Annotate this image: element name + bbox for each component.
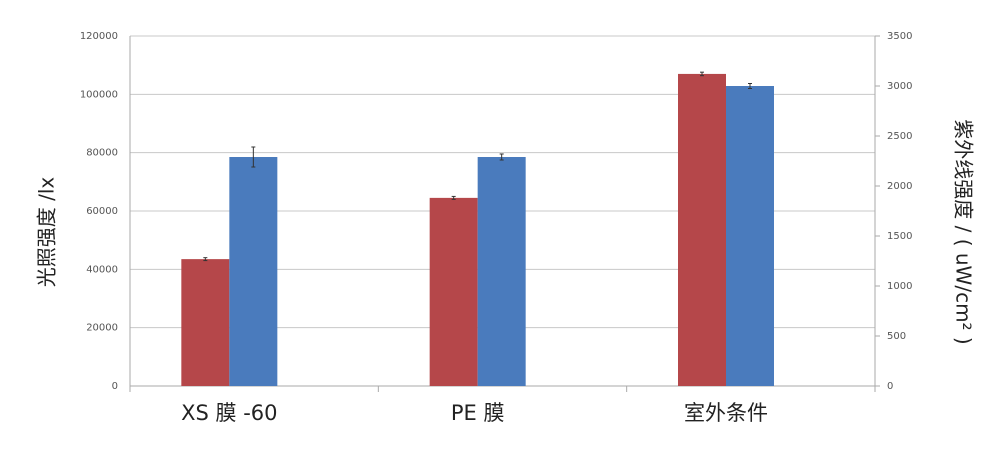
y-axis-title: 光照强度 /lx <box>35 177 59 288</box>
bar <box>429 197 478 386</box>
y-tick-label: 0 <box>112 381 118 392</box>
y-tick-label: 80000 <box>86 148 118 159</box>
y-tick-label: 40000 <box>86 264 118 275</box>
y2-tick-label: 1500 <box>887 231 912 242</box>
bar <box>229 157 278 386</box>
x-tick-label: XS 膜 -60 <box>181 401 277 425</box>
y2-axis-title: 紫外线强度 / ( uW/cm² ) <box>952 119 976 344</box>
y2-tick-label: 2500 <box>887 131 912 142</box>
y-tick-label: 60000 <box>86 206 118 217</box>
bar <box>726 86 774 386</box>
y2-tick-label: 0 <box>887 381 893 392</box>
y2-tick-label: 500 <box>887 331 906 342</box>
y2-tick-label: 3000 <box>887 81 912 92</box>
y2-tick-label: 1000 <box>887 281 912 292</box>
y-tick-label: 20000 <box>86 323 118 334</box>
bar <box>678 73 726 387</box>
x-tick-label: PE 膜 <box>451 401 505 425</box>
x-tick-label: 室外条件 <box>684 401 768 425</box>
y-tick-label: 120000 <box>80 31 118 42</box>
y2-tick-label: 3500 <box>887 31 912 42</box>
bar <box>477 157 526 386</box>
y2-tick-label: 2000 <box>887 181 912 192</box>
bar <box>181 259 230 386</box>
y-tick-label: 100000 <box>80 89 118 100</box>
